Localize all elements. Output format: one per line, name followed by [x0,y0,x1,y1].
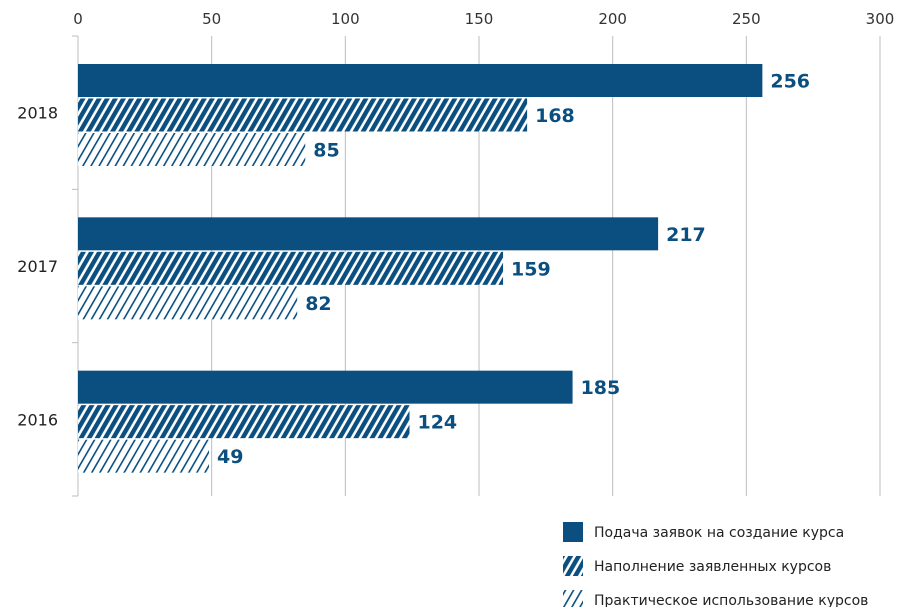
legend-label-3: Практическое использование курсов [594,593,868,607]
legend-label-1: Подача заявок на создание курса [594,525,844,541]
data-label-2016-series-3: 49 [217,446,243,468]
bar-2016-series-1 [78,370,573,404]
category-axis [72,35,79,497]
category-label-2016: 2016 [17,410,58,429]
category-label-2017: 2017 [17,257,58,276]
category-labels: 2018 2017 2016 [17,104,58,430]
bar-2018-series-1 [78,64,763,97]
x-tick-label-250: 250 [732,10,761,28]
legend: Подача заявок на создание курса Наполнени… [563,522,868,607]
x-tick-label-0: 0 [73,10,83,28]
category-label-2018: 2018 [17,104,58,123]
legend-swatch-1 [563,522,583,542]
data-label-2017-series-3: 82 [305,293,331,315]
data-label-2018-series-1: 256 [770,71,810,93]
legend-label-2: Наполнение заявленных курсов [594,559,831,575]
bar-2017-series-3 [78,286,298,320]
data-label-2016-series-2: 124 [417,412,457,434]
bars [78,64,763,473]
x-tick-label-150: 150 [465,10,494,28]
legend-swatch-3 [563,590,583,607]
bar-2018-series-3 [78,133,306,166]
x-tick-label-100: 100 [331,10,360,28]
data-label-2018-series-3: 85 [313,140,339,162]
bar-2016-series-2 [78,405,410,439]
bar-2017-series-1 [78,217,659,251]
x-tick-label-200: 200 [598,10,627,28]
bar-2016-series-3 [78,439,209,473]
x-tick-label-300: 300 [866,10,895,28]
x-tick-label-50: 50 [202,10,221,28]
data-label-2017-series-1: 217 [666,224,706,246]
data-label-2017-series-2: 159 [511,258,551,280]
bar-2018-series-2 [78,98,528,132]
bar-2017-series-2 [78,251,504,285]
x-axis-ticks: 0 50 100 150 200 250 300 [73,10,894,28]
data-labels: 256 168 85 217 159 82 185 124 49 [217,71,810,469]
data-label-2016-series-1: 185 [581,377,621,399]
legend-swatch-2 [563,556,583,576]
data-label-2018-series-2: 168 [535,105,575,127]
